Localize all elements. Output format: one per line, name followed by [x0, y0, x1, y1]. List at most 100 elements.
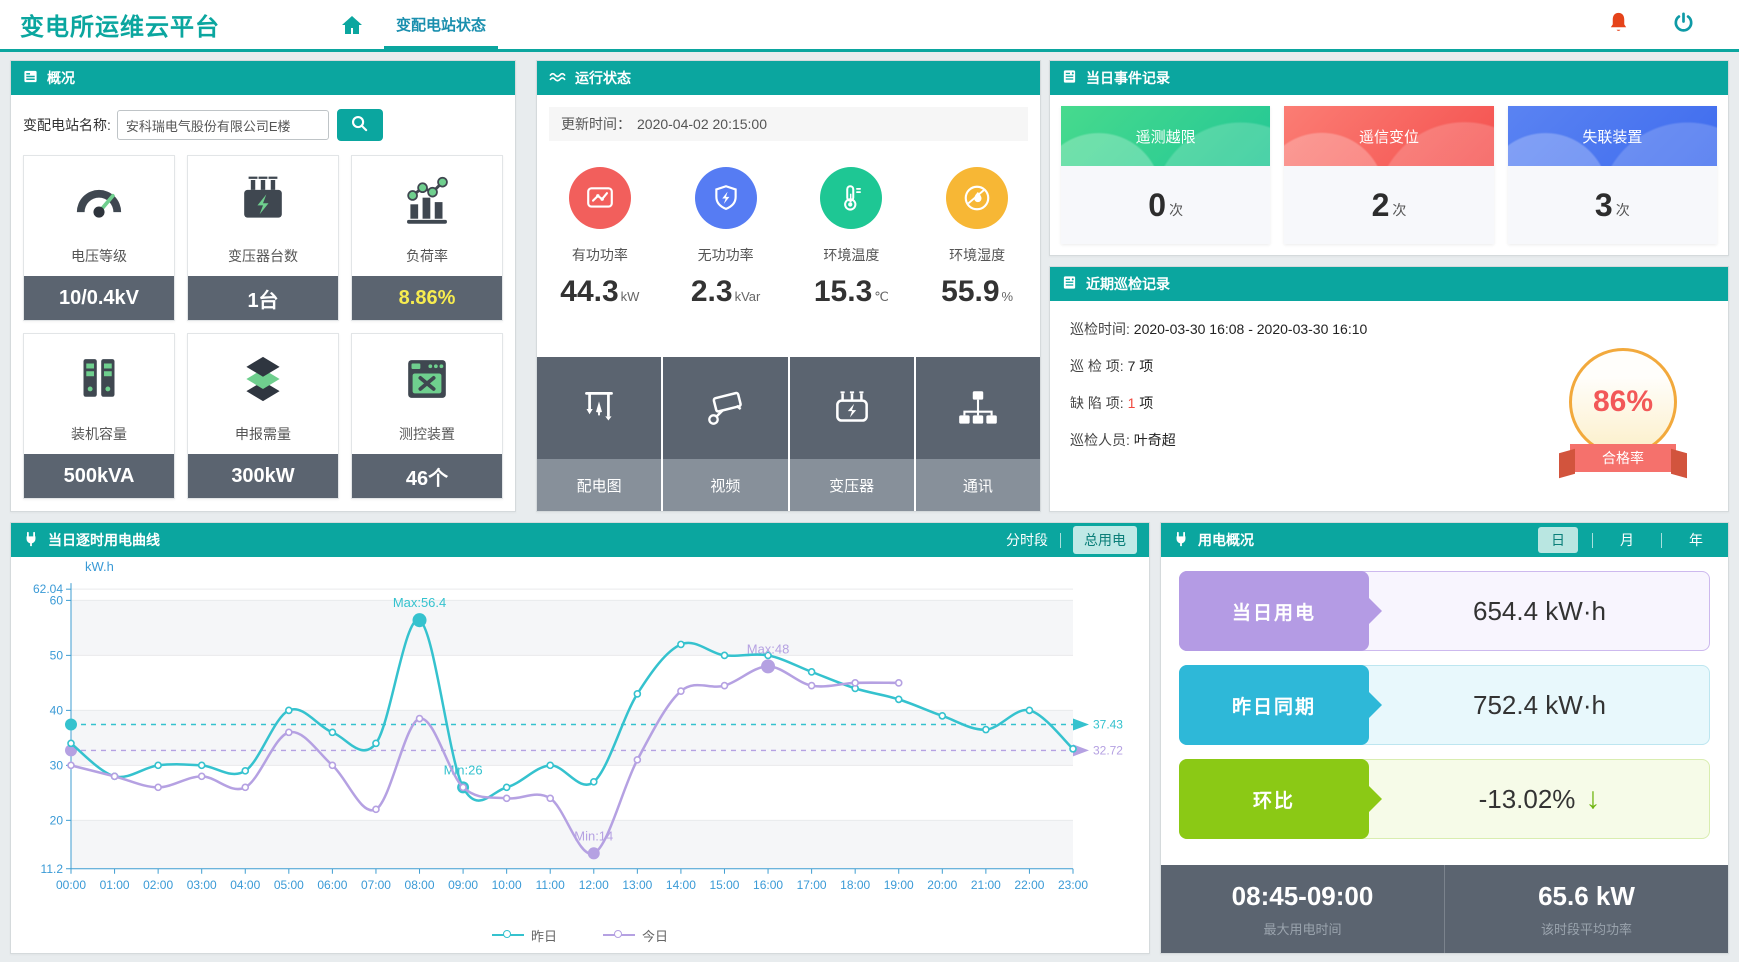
svg-text:03:00: 03:00 — [187, 878, 217, 892]
metric-value: 44.3 kW — [560, 275, 640, 308]
bell-icon[interactable] — [1607, 11, 1630, 39]
record-icon — [1062, 275, 1077, 293]
line-chart-icon — [568, 167, 631, 229]
plug-icon — [1173, 531, 1189, 550]
card-value: 1台 — [188, 276, 338, 320]
update-time-bar: 更新时间： 2020-04-02 20:15:00 — [549, 107, 1028, 141]
tab-time-segments[interactable]: 分时段 — [1006, 532, 1048, 548]
svg-text:06:00: 06:00 — [317, 878, 347, 892]
card-label: 申报需量 — [235, 426, 291, 442]
svg-text:00:00: 00:00 — [56, 878, 86, 892]
panel-title: 概况 — [47, 70, 75, 86]
card-load-rate: 负荷率 8.86% — [351, 155, 503, 321]
update-time-value: 2020-04-02 20:15:00 — [637, 116, 767, 132]
shield-bolt-icon — [694, 167, 757, 229]
tab-year[interactable]: 年 — [1689, 532, 1703, 548]
svg-text:20:00: 20:00 — [927, 878, 957, 892]
svg-text:02:00: 02:00 — [143, 878, 173, 892]
power-icon[interactable] — [1672, 11, 1695, 39]
tab-total-usage[interactable]: 总用电 — [1073, 526, 1137, 554]
cabinet-icon — [24, 334, 174, 424]
svg-text:Min:14: Min:14 — [574, 828, 613, 843]
card-label: 装机容量 — [71, 426, 127, 442]
app-title: 变电所运维云平台 — [20, 14, 220, 41]
svg-text:Max:48: Max:48 — [747, 641, 790, 656]
panel-title: 当日逐时用电曲线 — [48, 532, 160, 548]
svg-text:37.43: 37.43 — [1093, 717, 1123, 731]
usage-today-label: 当日用电 — [1179, 571, 1382, 651]
button-label: 变压器 — [789, 459, 914, 511]
metric-value: 15.3 ℃ — [813, 275, 889, 308]
svg-text:20: 20 — [50, 813, 64, 827]
card-label: 测控装置 — [399, 426, 455, 442]
humidity-icon — [946, 167, 1009, 229]
svg-text:17:00: 17:00 — [797, 878, 827, 892]
svg-text:09:00: 09:00 — [448, 878, 478, 892]
tab-month[interactable]: 月 — [1620, 532, 1634, 548]
svg-text:Max:56.4: Max:56.4 — [393, 595, 446, 610]
svg-text:32.72: 32.72 — [1093, 743, 1123, 757]
card-label: 电压等级 — [71, 248, 127, 264]
event-card-label: 遥信变位 — [1284, 106, 1494, 166]
search-button[interactable] — [336, 109, 383, 141]
button-distribution-diagram[interactable]: 配电图 — [537, 357, 662, 511]
divider — [1661, 532, 1662, 548]
down-arrow-icon: ↓ — [1585, 782, 1601, 815]
legend-item[interactable]: 昨日 — [491, 926, 557, 945]
card-voltage-level: 电压等级 10/0.4kV — [23, 155, 175, 321]
metric-reactive-power: 无功功率 2.3 kVar — [663, 167, 789, 309]
update-time-label: 更新时间： — [561, 116, 631, 132]
top-bar: 变电所运维云平台 变配电站状态 — [0, 0, 1739, 52]
usage-row-today: 654.4 kW·h 当日用电 — [1179, 571, 1710, 651]
inspection-defects: 缺 陷 项: 1 项 — [1070, 395, 1154, 411]
panel-title: 近期巡检记录 — [1086, 276, 1170, 292]
svg-text:11:00: 11:00 — [536, 878, 565, 892]
card-value-load-rate: 8.86% — [352, 276, 502, 320]
event-card-label: 遥测越限 — [1061, 106, 1271, 166]
card-transformer-count: 变压器台数 1台 — [187, 155, 339, 321]
usage-row-ratio: -13.02% ↓ 环比 — [1179, 759, 1710, 839]
button-label: 通讯 — [915, 459, 1040, 511]
device-icon — [352, 334, 502, 424]
home-icon[interactable] — [340, 13, 364, 37]
svg-text:08:00: 08:00 — [405, 878, 435, 892]
svg-text:40: 40 — [50, 703, 64, 717]
record-icon — [1062, 69, 1077, 87]
card-label: 变压器台数 — [228, 248, 298, 264]
button-label: 视频 — [663, 459, 788, 511]
load-chart-icon — [352, 156, 502, 246]
legend-item[interactable]: 今日 — [603, 926, 668, 945]
tab-substation-status[interactable]: 变配电站状态 — [383, 14, 499, 50]
button-communication[interactable]: 通讯 — [915, 357, 1040, 511]
metric-value: 55.9% — [941, 275, 1014, 308]
svg-text:22:00: 22:00 — [1014, 878, 1044, 892]
button-video[interactable]: 视频 — [663, 357, 788, 511]
metric-active-power: 有功功率 44.3 kW — [537, 167, 663, 309]
svg-text:05:00: 05:00 — [274, 878, 304, 892]
button-transformer[interactable]: 变压器 — [789, 357, 914, 511]
svg-text:60: 60 — [50, 593, 64, 607]
svg-text:07:00: 07:00 — [361, 878, 391, 892]
svg-text:30: 30 — [50, 758, 64, 772]
camera-icon — [663, 357, 788, 459]
panel-title: 运行状态 — [575, 70, 631, 86]
thermometer-icon — [820, 167, 883, 229]
overview-panel: 概况 变配电站名称: 电压等级 10/0.4kV — [10, 60, 516, 512]
svg-text:62.04: 62.04 — [33, 582, 63, 596]
station-name-input[interactable] — [116, 110, 329, 140]
metric-label: 环境湿度 — [949, 247, 1006, 263]
svg-text:21:00: 21:00 — [971, 878, 1001, 892]
metric-label: 环境温度 — [823, 247, 880, 263]
usage-footer: 08:45-09:00 最大用电时间 65.6 kW 该时段平均功率 — [1161, 865, 1728, 953]
main-nav: 变配电站状态 — [340, 0, 499, 50]
tab-day[interactable]: 日 — [1538, 527, 1578, 553]
metric-value: 2.3 kVar — [690, 275, 761, 308]
svg-text:04:00: 04:00 — [230, 878, 260, 892]
metric-humidity: 环境湿度 55.9% — [914, 167, 1040, 309]
card-label: 负荷率 — [406, 248, 448, 264]
card-monitoring-devices: 测控装置 46个 — [351, 333, 503, 499]
inspection-items: 巡 检 项: 7 项 — [1070, 358, 1154, 374]
avg-power: 65.6 kW 该时段平均功率 — [1538, 880, 1635, 937]
